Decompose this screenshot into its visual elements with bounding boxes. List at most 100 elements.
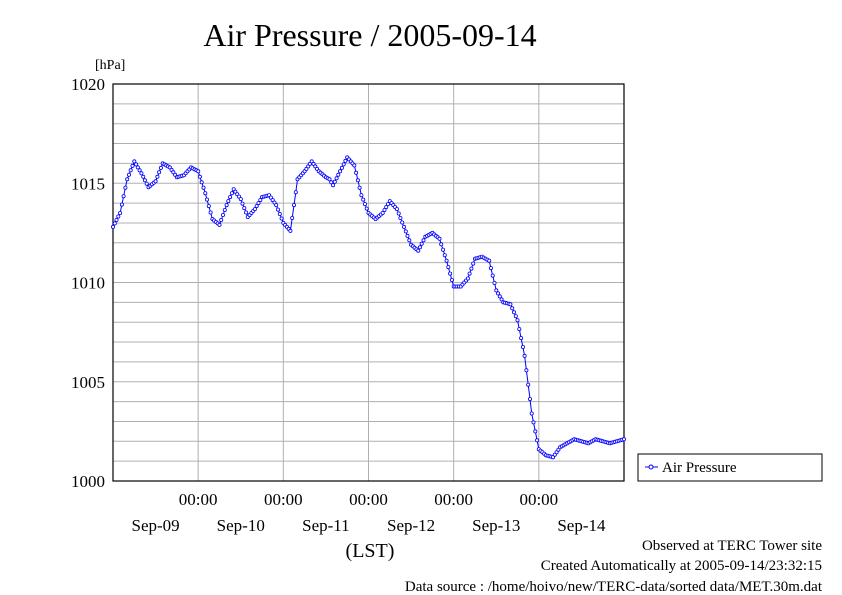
data-point bbox=[355, 178, 360, 183]
data-point bbox=[330, 183, 335, 188]
data-point bbox=[139, 171, 144, 176]
x-tick-time-label: 00:00 bbox=[179, 490, 218, 509]
data-point bbox=[119, 202, 124, 207]
data-point bbox=[254, 204, 259, 209]
data-point bbox=[222, 207, 227, 212]
data-point bbox=[407, 238, 412, 243]
series-air-pressure bbox=[111, 155, 627, 460]
data-point bbox=[155, 174, 160, 179]
data-point bbox=[338, 169, 343, 174]
y-axis-ticks: 1000 1005 1010 1015 1020 bbox=[71, 75, 105, 491]
data-point bbox=[513, 314, 518, 319]
data-point bbox=[141, 174, 146, 179]
data-point bbox=[238, 197, 243, 202]
data-point bbox=[499, 297, 504, 302]
data-point bbox=[336, 172, 341, 177]
data-point bbox=[158, 165, 163, 170]
data-point bbox=[242, 206, 247, 211]
data-point bbox=[512, 310, 517, 315]
data-point bbox=[197, 174, 202, 179]
y-tick-label: 1005 bbox=[71, 373, 105, 392]
data-point bbox=[290, 215, 295, 220]
data-point bbox=[622, 437, 627, 442]
data-point bbox=[123, 185, 128, 190]
x-tick-time-label: 00:00 bbox=[349, 490, 388, 509]
data-point bbox=[118, 210, 123, 215]
data-point bbox=[252, 207, 257, 212]
y-tick-label: 1015 bbox=[71, 174, 105, 193]
data-point bbox=[130, 163, 135, 168]
data-point bbox=[524, 368, 529, 373]
data-point bbox=[401, 224, 406, 229]
data-point bbox=[157, 170, 162, 175]
data-point bbox=[417, 245, 422, 250]
data-point bbox=[520, 344, 525, 349]
data-point bbox=[203, 191, 208, 196]
data-point bbox=[421, 238, 426, 243]
data-point bbox=[112, 221, 117, 226]
data-point bbox=[277, 211, 282, 216]
data-point bbox=[359, 193, 364, 198]
data-point bbox=[224, 203, 229, 208]
data-point bbox=[467, 271, 472, 276]
grid-lines bbox=[113, 84, 624, 481]
data-point bbox=[380, 210, 385, 215]
data-point bbox=[208, 210, 213, 215]
data-point bbox=[471, 261, 476, 266]
y-axis-unit: [hPa] bbox=[95, 58, 125, 73]
data-point bbox=[332, 179, 337, 184]
data-point bbox=[449, 277, 454, 282]
data-point bbox=[329, 180, 334, 185]
y-tick-label: 1020 bbox=[71, 75, 105, 94]
data-point bbox=[446, 265, 451, 270]
data-point bbox=[196, 169, 201, 174]
data-point bbox=[274, 203, 279, 208]
data-point bbox=[125, 177, 130, 182]
data-point bbox=[135, 165, 140, 170]
legend: Air Pressure bbox=[637, 453, 823, 482]
data-point bbox=[114, 217, 119, 222]
legend-marker-swatch bbox=[648, 464, 654, 470]
data-point bbox=[490, 273, 495, 278]
x-tick-time-label: 00:00 bbox=[434, 490, 473, 509]
footer-observed: Observed at TERC Tower site bbox=[642, 538, 822, 554]
data-point bbox=[293, 190, 298, 195]
y-tick-label: 1010 bbox=[71, 274, 105, 293]
plot-area-frame bbox=[112, 83, 625, 482]
data-point bbox=[385, 202, 390, 207]
footer-created: Created Automatically at 2005-09-14/23:3… bbox=[541, 558, 822, 574]
data-point bbox=[437, 236, 442, 241]
data-point bbox=[128, 168, 133, 173]
data-point bbox=[279, 216, 284, 221]
data-point bbox=[144, 181, 149, 186]
data-point bbox=[220, 212, 225, 217]
data-point bbox=[137, 168, 142, 173]
chart-title: Air Pressure / 2005-09-14 bbox=[203, 17, 536, 53]
data-point bbox=[219, 217, 224, 222]
data-point bbox=[448, 271, 453, 276]
data-point bbox=[488, 266, 493, 271]
data-point bbox=[134, 162, 139, 167]
data-point bbox=[526, 382, 531, 387]
data-point bbox=[497, 294, 502, 299]
data-point bbox=[199, 180, 204, 185]
data-point bbox=[517, 327, 522, 332]
data-point bbox=[217, 222, 222, 227]
data-point bbox=[522, 353, 527, 358]
footer-source: Data source : /home/hoivo/new/TERC-data/… bbox=[405, 579, 823, 595]
data-point bbox=[442, 253, 447, 258]
data-point bbox=[396, 211, 401, 216]
data-point bbox=[116, 214, 121, 219]
data-point bbox=[343, 158, 348, 163]
data-point bbox=[127, 172, 132, 177]
data-point bbox=[465, 276, 470, 281]
data-point bbox=[275, 207, 280, 212]
data-point bbox=[206, 204, 211, 209]
data-point bbox=[132, 159, 137, 164]
data-point bbox=[111, 224, 116, 229]
x-tick-time-label: 00:00 bbox=[264, 490, 303, 509]
data-point bbox=[382, 207, 387, 212]
data-point bbox=[535, 438, 540, 443]
x-tick-date-label: Sep-11 bbox=[302, 516, 350, 535]
